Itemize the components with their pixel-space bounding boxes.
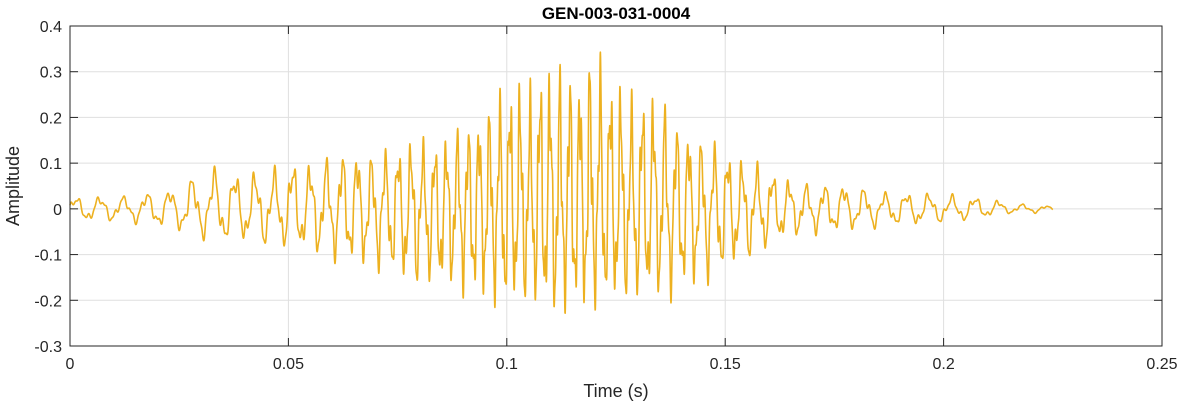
x-tick-label: 0.25 bbox=[1146, 356, 1177, 373]
y-axis-title: Amplitude bbox=[3, 146, 23, 226]
y-tick-label: 0.2 bbox=[40, 110, 62, 127]
series-line bbox=[69, 51, 1054, 315]
y-tick-label: 0.1 bbox=[40, 156, 62, 173]
x-tick-label: 0.2 bbox=[932, 356, 954, 373]
x-tick-label: 0.15 bbox=[710, 356, 741, 373]
y-tick-label: 0 bbox=[53, 202, 62, 219]
x-tick-labels: 0 0.05 0.1 0.15 0.2 0.25 bbox=[66, 356, 1178, 373]
x-tick-label: 0.05 bbox=[273, 356, 304, 373]
y-tick-label: -0.2 bbox=[34, 293, 62, 310]
y-ticks bbox=[70, 25, 1162, 347]
y-tick-label: -0.1 bbox=[34, 248, 62, 265]
axes-box bbox=[69, 25, 1163, 347]
x-tick-label: 0 bbox=[66, 356, 75, 373]
x-tick-label: 0.1 bbox=[496, 356, 518, 373]
y-tick-label: 0.4 bbox=[40, 19, 62, 36]
chart-title: GEN-003-031-0004 bbox=[542, 4, 691, 23]
x-axis-title: Time (s) bbox=[583, 381, 648, 401]
y-tick-label: 0.3 bbox=[40, 65, 62, 82]
y-tick-labels: -0.3 -0.2 -0.1 0 0.1 0.2 0.3 0.4 bbox=[34, 19, 62, 356]
x-ticks bbox=[69, 26, 1163, 346]
y-tick-label: -0.3 bbox=[34, 339, 62, 356]
